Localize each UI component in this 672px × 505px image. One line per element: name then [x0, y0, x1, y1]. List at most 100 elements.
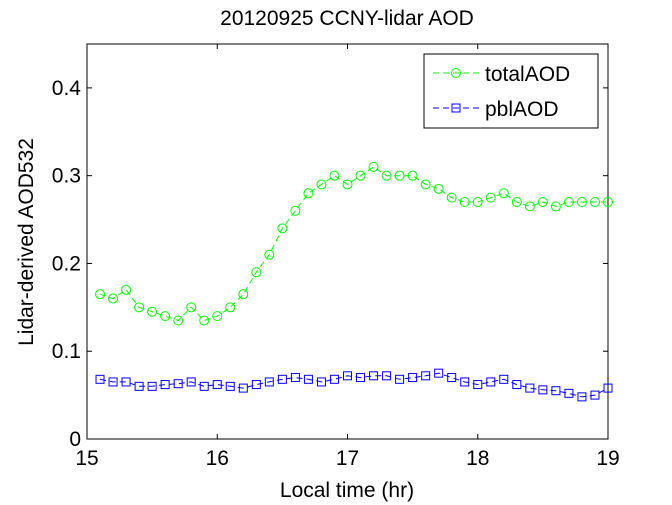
data-point-totalAOD — [199, 315, 210, 326]
data-point-pblAOD — [590, 390, 600, 400]
data-point-pblAOD — [564, 388, 574, 398]
y-tick-label: 0.2 — [52, 252, 81, 275]
data-point-totalAOD — [212, 311, 223, 322]
data-point-pblAOD — [238, 383, 248, 393]
data-point-pblAOD — [408, 373, 418, 383]
ticks-layer: 15 16 17 18 19 0 0.1 0.2 0.3 0.4 — [52, 44, 620, 470]
data-point-totalAOD — [251, 267, 262, 278]
series-line-totalAOD — [99, 166, 608, 322]
data-point-totalAOD — [524, 201, 535, 212]
data-point-pblAOD — [447, 373, 457, 383]
y-tick-label: 0.1 — [52, 340, 81, 363]
data-point-totalAOD — [95, 289, 106, 300]
data-point-pblAOD — [356, 373, 366, 383]
data-point-pblAOD — [551, 386, 561, 396]
series-line-pblAOD — [99, 372, 609, 398]
data-point-pblAOD — [525, 383, 535, 393]
data-point-pblAOD — [499, 374, 509, 384]
legend-box — [423, 53, 599, 129]
y-tick-label: 0 — [69, 428, 81, 451]
data-point-totalAOD — [381, 170, 392, 181]
data-point-totalAOD — [433, 183, 444, 194]
y-tick-label: 0.3 — [52, 165, 81, 188]
data-point-pblAOD — [329, 374, 339, 384]
data-point-totalAOD — [134, 302, 145, 313]
data-point-totalAOD — [511, 197, 522, 207]
data-point-pblAOD — [421, 371, 431, 381]
data-point-totalAOD — [563, 197, 574, 207]
data-point-totalAOD — [355, 170, 366, 181]
data-point-totalAOD — [264, 249, 275, 260]
data-point-totalAOD — [303, 188, 314, 199]
data-point-pblAOD — [577, 392, 587, 402]
series-layer — [95, 161, 613, 402]
data-point-totalAOD — [589, 197, 600, 207]
data-point-totalAOD — [485, 192, 496, 203]
data-point-totalAOD — [407, 170, 418, 181]
data-point-pblAOD — [473, 380, 483, 390]
data-point-pblAOD — [434, 368, 444, 378]
data-point-pblAOD — [343, 371, 352, 381]
data-point-totalAOD — [498, 188, 509, 199]
data-point-pblAOD — [121, 377, 131, 387]
data-point-pblAOD — [290, 373, 300, 383]
data-point-totalAOD — [394, 170, 405, 181]
x-tick-label: 18 — [466, 447, 489, 470]
data-point-pblAOD — [147, 381, 157, 391]
x-tick-label: 17 — [336, 447, 359, 470]
data-point-totalAOD — [316, 179, 327, 190]
data-point-pblAOD — [486, 377, 496, 387]
chart-title: 20120925 CCNY-lidar AOD — [220, 7, 474, 30]
data-point-totalAOD — [420, 179, 431, 190]
x-tick-label: 15 — [75, 447, 98, 470]
data-point-pblAOD — [95, 374, 105, 384]
data-point-pblAOD — [538, 385, 548, 395]
data-point-totalAOD — [446, 192, 457, 203]
data-point-totalAOD — [550, 201, 561, 212]
data-point-totalAOD — [147, 306, 158, 317]
x-tick-label: 19 — [596, 447, 619, 470]
data-point-totalAOD — [603, 197, 613, 207]
data-point-totalAOD — [121, 284, 132, 295]
legend-label-totalAOD: totalAOD — [485, 63, 570, 86]
data-point-pblAOD — [134, 381, 144, 391]
data-point-totalAOD — [576, 197, 587, 207]
data-point-totalAOD — [459, 197, 470, 207]
data-point-totalAOD — [329, 170, 340, 181]
data-point-pblAOD — [264, 377, 274, 387]
data-point-pblAOD — [316, 377, 326, 387]
data-point-pblAOD — [108, 377, 118, 387]
data-point-pblAOD — [186, 377, 196, 387]
data-point-totalAOD — [186, 302, 197, 313]
data-point-totalAOD — [537, 197, 548, 207]
legend-marker-totalAOD — [451, 68, 461, 78]
data-point-pblAOD — [251, 380, 261, 390]
data-point-pblAOD — [369, 371, 379, 381]
data-point-totalAOD — [160, 311, 171, 322]
data-point-pblAOD — [277, 374, 287, 384]
x-axis-label: Local time (hr) — [280, 479, 414, 502]
data-point-pblAOD — [160, 380, 170, 390]
data-point-pblAOD — [212, 380, 222, 390]
legend-label-pblAOD: pblAOD — [485, 98, 559, 121]
data-point-pblAOD — [460, 377, 470, 387]
data-point-totalAOD — [342, 179, 353, 190]
legend: totalAOD pblAOD — [423, 53, 599, 129]
data-point-pblAOD — [382, 371, 392, 381]
data-point-pblAOD — [173, 379, 183, 389]
x-tick-label: 16 — [206, 447, 229, 470]
data-point-pblAOD — [225, 381, 235, 391]
data-point-pblAOD — [303, 374, 313, 384]
data-point-totalAOD — [238, 289, 249, 300]
data-point-totalAOD — [108, 293, 119, 304]
data-point-totalAOD — [472, 197, 483, 207]
data-point-pblAOD — [395, 374, 405, 384]
data-point-totalAOD — [368, 161, 379, 172]
data-point-totalAOD — [277, 223, 288, 234]
data-point-pblAOD — [603, 383, 613, 393]
data-point-totalAOD — [173, 315, 184, 326]
data-point-pblAOD — [512, 380, 522, 390]
data-point-totalAOD — [225, 302, 236, 313]
legend-marker-pblAOD — [451, 103, 461, 113]
